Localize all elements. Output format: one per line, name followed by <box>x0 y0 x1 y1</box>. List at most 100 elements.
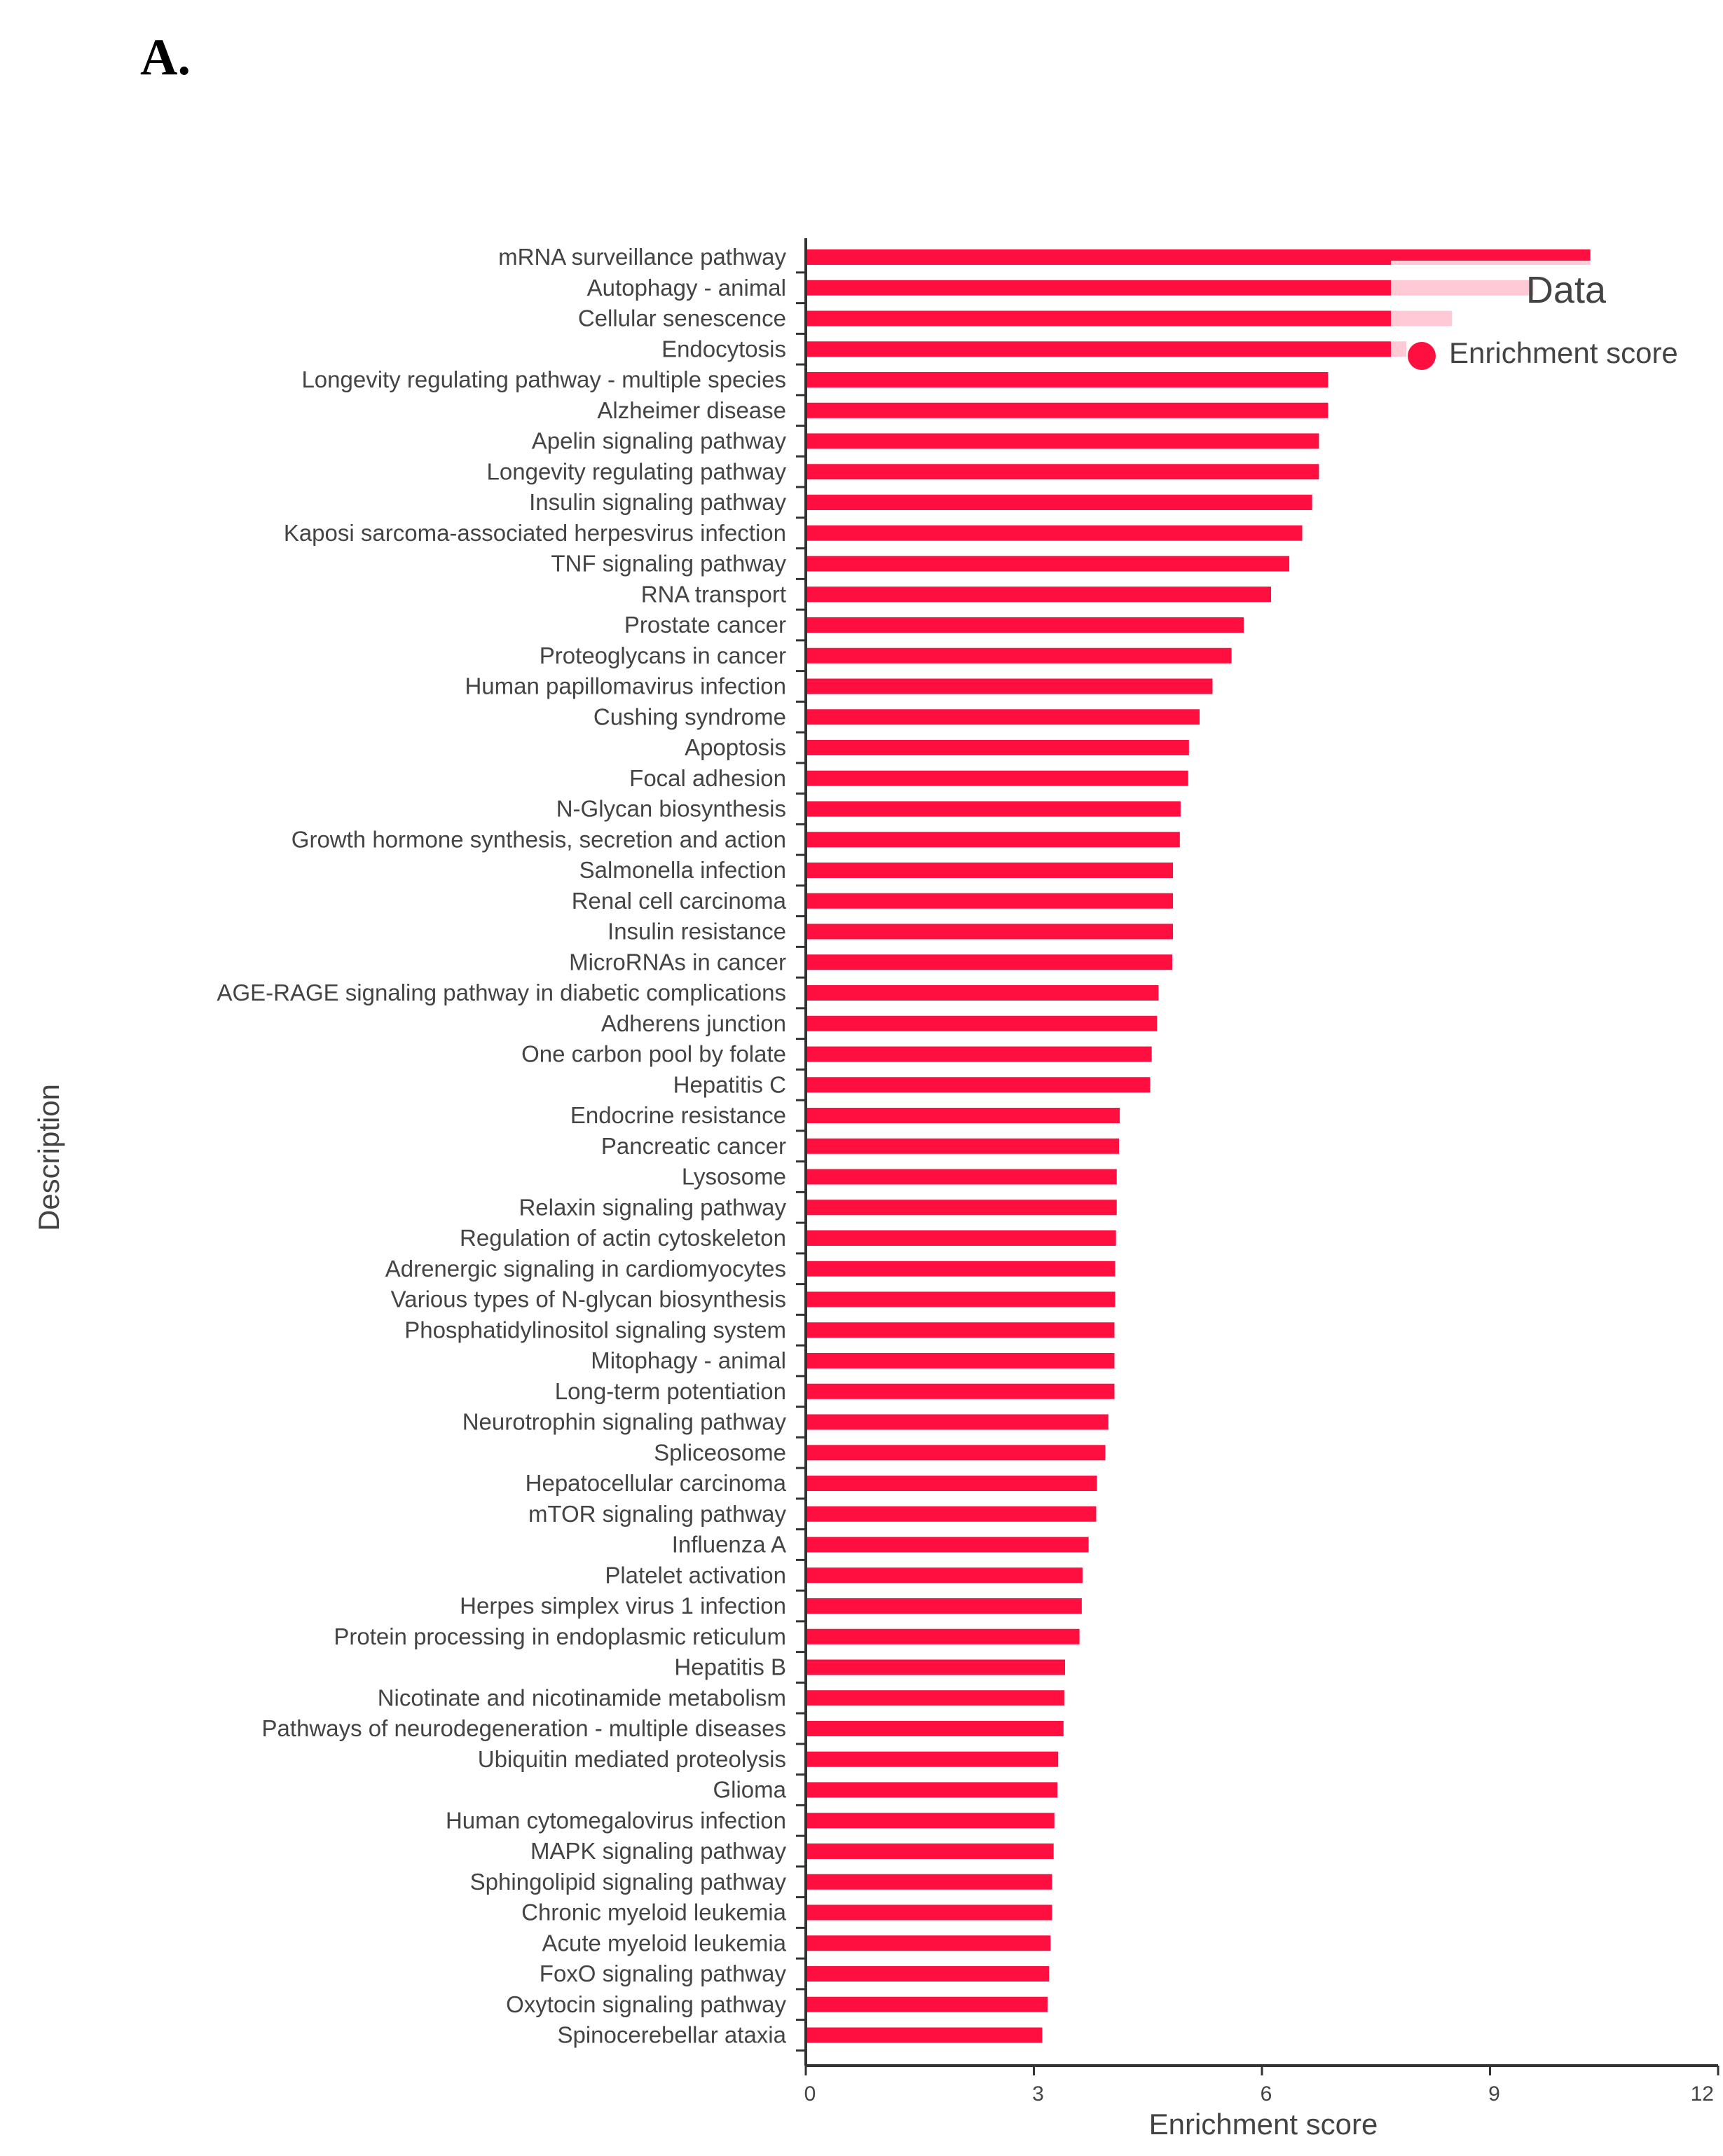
category-label: Insulin resistance <box>607 919 786 945</box>
bar[interactable] <box>806 1476 1097 1491</box>
bar[interactable] <box>806 709 1200 725</box>
category-label: Herpes simplex virus 1 infection <box>460 1593 786 1619</box>
bar[interactable] <box>806 1904 1052 1921</box>
bar[interactable] <box>806 2027 1043 2043</box>
category-label: Human papillomavirus infection <box>465 673 786 699</box>
bar[interactable] <box>806 985 1159 1001</box>
category-label: Ubiquitin mediated proteolysis <box>478 1746 786 1772</box>
bar[interactable] <box>806 801 1181 817</box>
bar[interactable] <box>806 954 1172 970</box>
legend-title: Data <box>1526 269 1607 311</box>
category-label: Platelet activation <box>605 1562 786 1588</box>
x-tick-label: 9 <box>1488 2082 1500 2106</box>
bar[interactable] <box>806 1874 1052 1890</box>
bar[interactable] <box>806 923 1174 940</box>
bar[interactable] <box>806 1751 1059 1767</box>
category-label: Protein processing in endoplasmic reticu… <box>334 1623 786 1649</box>
bar[interactable] <box>806 1015 1158 1031</box>
x-tick-label: 6 <box>1261 2082 1272 2106</box>
category-label: Long-term potentiation <box>555 1378 786 1404</box>
bar[interactable] <box>806 1996 1048 2012</box>
legend-background <box>1391 261 1720 369</box>
bar[interactable] <box>806 525 1303 541</box>
category-label: Kaposi sarcoma-associated herpesvirus in… <box>284 520 786 546</box>
category-label: Focal adhesion <box>629 765 786 791</box>
bar[interactable] <box>806 1966 1050 1982</box>
category-label: Nicotinate and nicotinamide metabolism <box>378 1684 786 1710</box>
category-label: Insulin signaling pathway <box>529 489 786 515</box>
legend-label[interactable]: Enrichment score <box>1449 336 1678 369</box>
category-label: Neurotrophin signaling pathway <box>462 1409 787 1435</box>
bar[interactable] <box>806 586 1272 603</box>
bar[interactable] <box>806 1445 1106 1461</box>
legend[interactable]: Data Enrichment score <box>1391 261 1720 370</box>
bar[interactable] <box>806 1567 1083 1584</box>
bar[interactable] <box>806 372 1329 387</box>
category-label: Adrenergic signaling in cardiomyocytes <box>385 1256 786 1282</box>
bar[interactable] <box>806 1200 1117 1216</box>
bar[interactable] <box>806 556 1290 572</box>
bar[interactable] <box>806 770 1188 786</box>
bar[interactable] <box>806 1230 1116 1246</box>
category-label: Growth hormone synthesis, secretion and … <box>291 826 786 852</box>
category-label: Proteoglycans in cancer <box>540 643 786 668</box>
bar[interactable] <box>806 1383 1115 1399</box>
bar[interactable] <box>806 1537 1089 1553</box>
category-label: Salmonella infection <box>579 857 786 883</box>
bar[interactable] <box>806 1690 1064 1706</box>
bar[interactable] <box>806 1782 1058 1798</box>
x-tick-label: 12 <box>1691 2082 1714 2106</box>
bar[interactable] <box>806 1628 1080 1645</box>
bar[interactable] <box>806 1046 1152 1062</box>
bar[interactable] <box>806 310 1453 327</box>
category-label: Lysosome <box>682 1164 786 1190</box>
bar[interactable] <box>806 1813 1055 1829</box>
bar[interactable] <box>806 617 1244 633</box>
bar[interactable] <box>806 1721 1064 1736</box>
bar[interactable] <box>806 1077 1151 1093</box>
category-label: Alzheimer disease <box>597 397 786 423</box>
bar[interactable] <box>806 1935 1051 1951</box>
bar[interactable] <box>806 402 1329 418</box>
bar[interactable] <box>806 1169 1117 1185</box>
bar[interactable] <box>806 647 1232 664</box>
bar[interactable] <box>806 863 1174 878</box>
category-label: Cellular senescence <box>578 305 786 331</box>
bar[interactable] <box>806 1353 1115 1368</box>
category-label: Various types of N-glycan biosynthesis <box>391 1286 786 1312</box>
category-label: Chronic myeloid leukemia <box>521 1900 786 1925</box>
category-label: Hepatitis B <box>674 1654 786 1680</box>
x-axis-title: Enrichment score <box>1149 2108 1378 2141</box>
x-tick-label: 0 <box>804 2082 816 2106</box>
bar[interactable] <box>806 893 1174 909</box>
bar[interactable] <box>806 1506 1097 1522</box>
bar[interactable] <box>806 1843 1054 1859</box>
category-label: Prostate cancer <box>624 612 786 638</box>
bar[interactable] <box>806 678 1213 694</box>
x-tick-label: 3 <box>1032 2082 1044 2106</box>
bar[interactable] <box>806 495 1312 510</box>
category-label: Influenza A <box>672 1532 786 1558</box>
category-label: Apelin signaling pathway <box>532 428 787 454</box>
bar[interactable] <box>806 341 1407 357</box>
bar[interactable] <box>806 1322 1115 1338</box>
bar[interactable] <box>806 832 1180 848</box>
y-axis-title: Description <box>32 1084 65 1231</box>
bar[interactable] <box>806 1659 1065 1675</box>
bar[interactable] <box>806 280 1534 296</box>
bar[interactable] <box>806 1414 1108 1430</box>
bar[interactable] <box>806 740 1189 755</box>
category-label: Mitophagy - animal <box>591 1347 786 1373</box>
bar[interactable] <box>806 1291 1116 1307</box>
bar[interactable] <box>806 1108 1120 1123</box>
bar[interactable] <box>806 464 1319 480</box>
bar[interactable] <box>806 1598 1082 1614</box>
bar[interactable] <box>806 1261 1116 1277</box>
category-label: Renal cell carcinoma <box>572 888 787 914</box>
category-labels: mRNA surveillance pathway Autophagy - ani… <box>217 244 806 2052</box>
category-label: Sphingolipid signaling pathway <box>470 1869 787 1895</box>
bar[interactable] <box>806 433 1319 449</box>
bar[interactable] <box>806 1138 1120 1154</box>
category-label: mTOR signaling pathway <box>528 1501 787 1527</box>
category-label: Pathways of neurodegeneration - multiple… <box>262 1715 786 1741</box>
